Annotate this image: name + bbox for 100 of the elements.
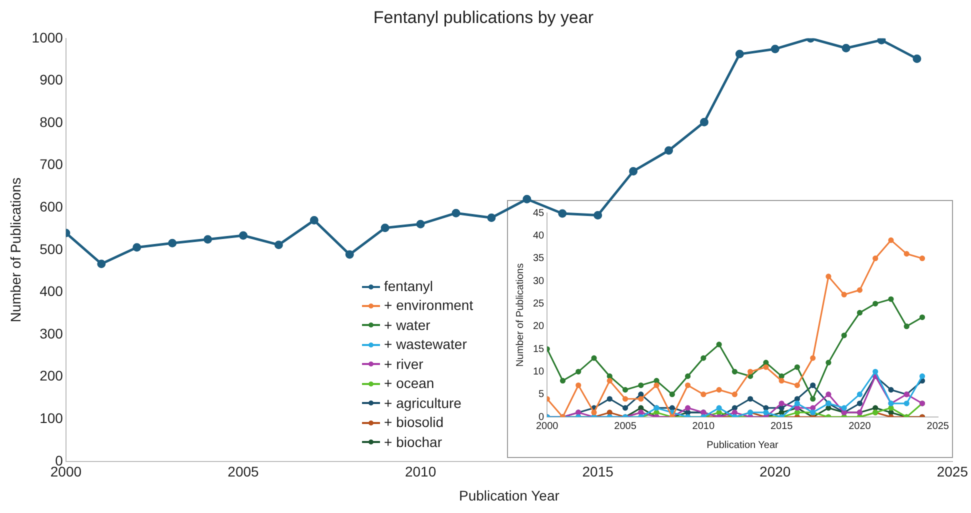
point: [629, 166, 638, 176]
point: [669, 392, 675, 398]
y-tick-label: 0: [55, 452, 64, 468]
legend-label: + water: [384, 316, 430, 334]
y-tick-label: 10: [533, 366, 545, 378]
y-tick-label: 300: [40, 325, 64, 342]
point: [856, 310, 863, 316]
point: [716, 405, 722, 411]
x-tick-label: 2025: [926, 420, 950, 432]
legend-label: + biosolid: [384, 413, 444, 432]
y-axis-title: Number of Publications: [514, 263, 526, 367]
point: [763, 360, 769, 366]
y-tick-label: 900: [40, 72, 64, 88]
y-tick-label: 30: [533, 276, 545, 287]
point: [872, 256, 878, 262]
point: [778, 378, 784, 384]
y-tick-label: 1000: [32, 29, 64, 46]
point: [238, 231, 248, 240]
y-tick-label: 400: [40, 283, 64, 300]
y-tick-label: 45: [533, 208, 545, 219]
chart-title: Fentanyl publications by year: [373, 8, 594, 27]
point: [888, 405, 894, 411]
point: [716, 342, 722, 348]
point: [594, 210, 602, 220]
x-tick-label: 2010: [404, 464, 436, 480]
point: [888, 387, 894, 393]
x-tick-label: 2010: [692, 420, 715, 432]
point: [591, 355, 597, 361]
point: [810, 382, 816, 388]
point: [841, 332, 847, 338]
point: [904, 251, 910, 257]
point: [877, 38, 886, 44]
point: [841, 405, 847, 411]
point: [826, 405, 832, 411]
y-tick-label: 20: [533, 321, 545, 332]
point: [700, 118, 708, 126]
legend-label: + ocean: [384, 374, 434, 393]
x-axis-title: Publication Year: [458, 487, 560, 504]
x-tick-label: 2005: [614, 420, 637, 432]
point: [912, 54, 922, 63]
point: [606, 373, 612, 379]
point: [168, 238, 177, 248]
point: [810, 396, 816, 402]
point: [452, 208, 460, 218]
x-tick-label: 2000: [536, 420, 559, 432]
point: [856, 392, 863, 398]
point: [919, 373, 926, 379]
point: [732, 392, 738, 398]
point: [622, 387, 628, 393]
y-tick-label: 500: [40, 240, 64, 257]
point: [904, 324, 910, 330]
y-tick-label: 25: [533, 298, 545, 310]
point: [558, 209, 567, 218]
point: [770, 44, 780, 54]
point: [888, 237, 894, 243]
legend-label: + biochar: [384, 432, 442, 452]
point: [664, 146, 674, 155]
x-tick-label: 2015: [582, 464, 614, 480]
point: [622, 405, 628, 411]
point: [684, 373, 691, 379]
point: [716, 387, 722, 393]
point: [380, 224, 390, 232]
point: [794, 400, 800, 406]
x-tick-label: 2020: [848, 420, 872, 432]
point: [310, 216, 318, 225]
point: [778, 373, 784, 379]
point: [522, 194, 532, 204]
x-tick-label: 2020: [760, 464, 791, 480]
point: [904, 400, 910, 406]
point: [778, 400, 784, 406]
legend-label: + river: [384, 354, 424, 374]
point: [700, 355, 706, 361]
x-axis-title: Publication Year: [706, 440, 780, 451]
point: [576, 382, 582, 388]
y-tick-label: 800: [40, 114, 64, 130]
point: [638, 392, 644, 398]
point: [684, 405, 691, 411]
point: [606, 396, 612, 402]
y-tick-label: 0: [538, 412, 545, 423]
point: [732, 405, 738, 411]
point: [748, 368, 754, 374]
point: [560, 378, 566, 384]
point: [794, 396, 800, 402]
y-tick-label: 5: [538, 389, 545, 400]
point: [97, 260, 106, 268]
point: [735, 50, 744, 58]
point: [132, 243, 142, 252]
point: [487, 214, 496, 222]
point: [606, 378, 612, 384]
point: [826, 360, 832, 366]
y-tick-label: 35: [533, 253, 545, 264]
point: [732, 368, 738, 374]
y-tick-label: 40: [533, 230, 545, 242]
legend-label: + agriculture: [384, 394, 462, 413]
point: [794, 364, 800, 370]
y-tick-label: 700: [40, 156, 64, 172]
legend-label: + environment: [384, 296, 474, 315]
legend-label: + wastewater: [384, 335, 467, 354]
point: [810, 405, 816, 411]
point: [794, 410, 800, 416]
